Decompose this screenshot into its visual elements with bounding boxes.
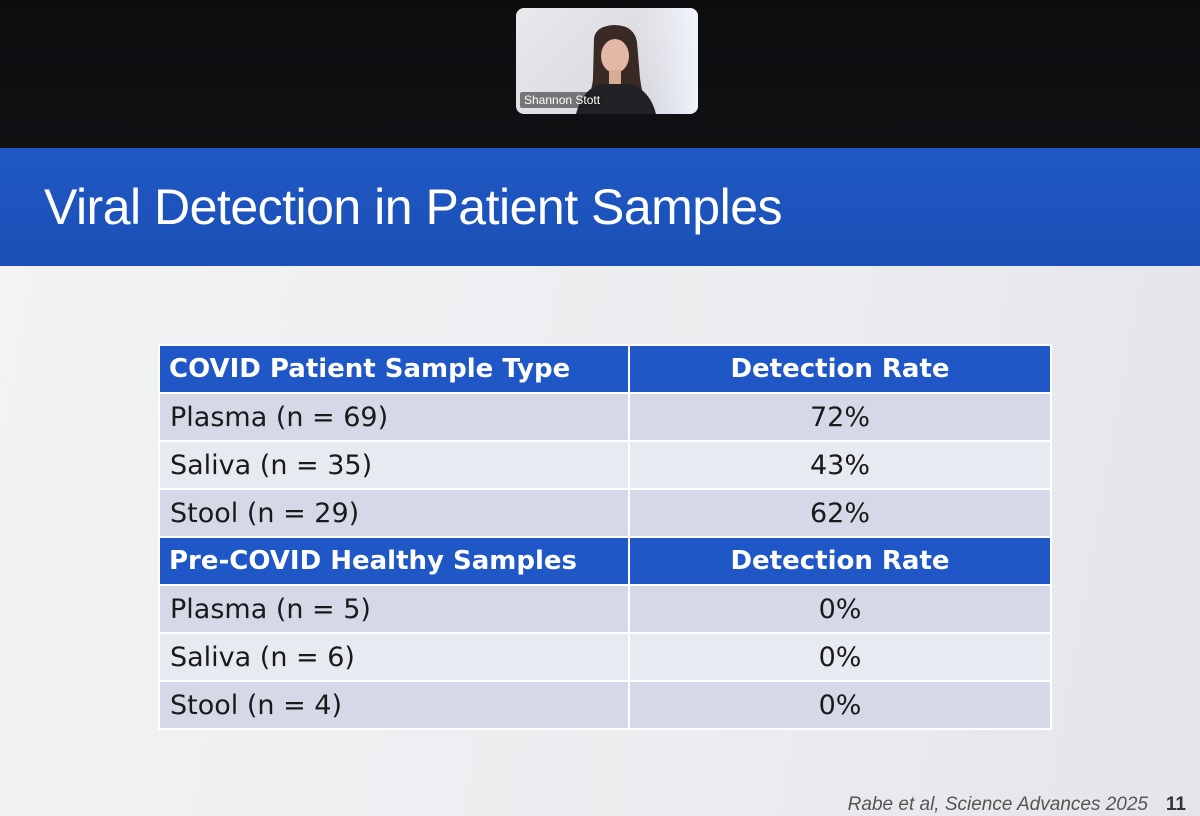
slide-citation: Rabe et al, Science Advances 2025 [847,794,1148,815]
table-header-cell: Detection Rate [628,536,1052,586]
table-header-row: Pre-COVID Healthy Samples Detection Rate [158,536,1052,586]
detection-rate-cell: 0% [628,680,1052,730]
slide-title: Viral Detection in Patient Samples [44,179,783,235]
participant-video-feed [576,25,656,114]
participant-name-label: Shannon Stott [520,92,605,108]
table-header-cell: Detection Rate [628,344,1052,394]
sample-type-cell: Plasma (n = 69) [158,392,630,442]
detection-rate-cell: 43% [628,440,1052,490]
sample-type-cell: Saliva (n = 35) [158,440,630,490]
table-header-cell: Pre-COVID Healthy Samples [158,536,630,586]
table-row: Plasma (n = 5) 0% [158,584,1052,634]
table-header-cell: COVID Patient Sample Type [158,344,630,394]
table-row: Stool (n = 4) 0% [158,680,1052,730]
table-row: Saliva (n = 35) 43% [158,440,1052,490]
detection-rate-cell: 72% [628,392,1052,442]
table-row: Stool (n = 29) 62% [158,488,1052,538]
detection-rate-cell: 62% [628,488,1052,538]
detection-rate-table: COVID Patient Sample Type Detection Rate… [158,344,1052,730]
presentation-slide: Viral Detection in Patient Samples COVID… [0,148,1200,816]
participant-video-strip: Shannon Stott [0,0,1200,150]
sample-type-cell: Stool (n = 4) [158,680,630,730]
sample-type-cell: Saliva (n = 6) [158,632,630,682]
sample-type-cell: Plasma (n = 5) [158,584,630,634]
table-row: Saliva (n = 6) 0% [158,632,1052,682]
table-header-row: COVID Patient Sample Type Detection Rate [158,344,1052,394]
table-row: Plasma (n = 69) 72% [158,392,1052,442]
slide-title-bar: Viral Detection in Patient Samples [0,148,1200,266]
detection-rate-cell: 0% [628,584,1052,634]
slide-page-number: 11 [1165,794,1186,815]
detection-rate-cell: 0% [628,632,1052,682]
participant-video-tile[interactable]: Shannon Stott [516,8,698,114]
sample-type-cell: Stool (n = 29) [158,488,630,538]
